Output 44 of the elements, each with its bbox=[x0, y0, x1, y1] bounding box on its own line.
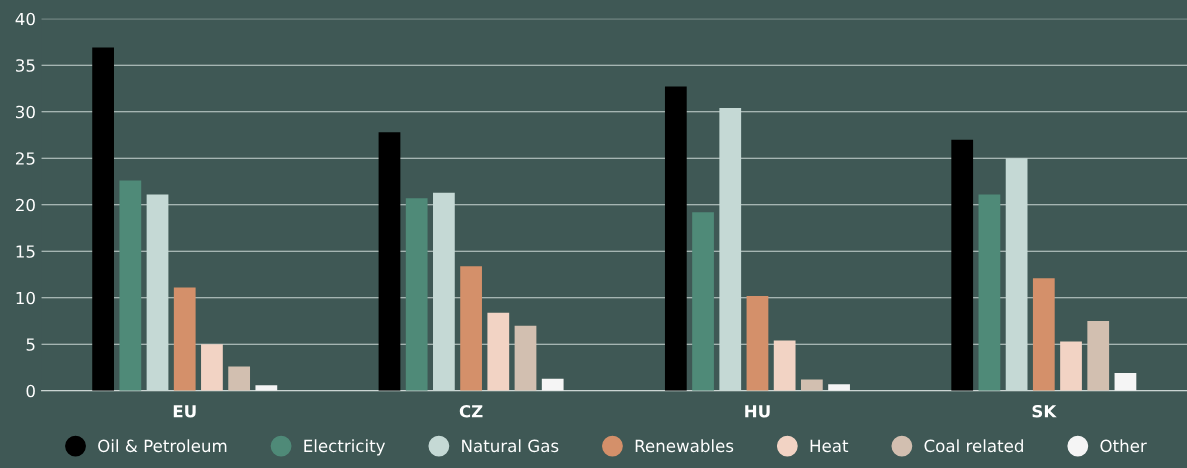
bar bbox=[1087, 321, 1110, 391]
bar bbox=[1060, 341, 1082, 391]
y-tick-label: 35 bbox=[16, 59, 35, 72]
legend-label: Coal related bbox=[924, 439, 1023, 453]
bar bbox=[828, 384, 850, 391]
y-tick-label: 40 bbox=[15, 12, 35, 26]
x-tick-label: EU bbox=[173, 405, 196, 418]
bar bbox=[228, 366, 251, 391]
bar bbox=[773, 340, 796, 391]
bar bbox=[951, 139, 974, 391]
bar bbox=[378, 132, 401, 391]
bar bbox=[487, 312, 510, 391]
y-tick-label: 0 bbox=[26, 384, 35, 398]
legend-label: Electricity bbox=[304, 439, 386, 456]
bar bbox=[1032, 278, 1055, 391]
bar bbox=[692, 212, 714, 391]
bar bbox=[746, 295, 769, 391]
y-tick-label: 10 bbox=[16, 291, 35, 305]
x-tick-label: CZ bbox=[459, 404, 483, 418]
bar bbox=[800, 379, 823, 391]
y-tick-label: 30 bbox=[16, 105, 35, 119]
y-tick-label: 25 bbox=[16, 152, 35, 165]
legend-label: Renewables bbox=[635, 439, 734, 453]
bar bbox=[460, 266, 482, 391]
legend-label: Other bbox=[1100, 439, 1147, 453]
legend-label: Heat bbox=[810, 439, 849, 453]
y-tick-label: 5 bbox=[26, 338, 35, 351]
legend-label: Oil & Petroleum bbox=[98, 439, 227, 453]
bar bbox=[514, 325, 537, 391]
bar bbox=[664, 86, 687, 391]
bar bbox=[1114, 373, 1137, 391]
bar bbox=[92, 47, 114, 391]
bar bbox=[978, 194, 1001, 391]
bar bbox=[173, 287, 196, 391]
bar bbox=[405, 198, 428, 391]
x-tick-label: SK bbox=[1032, 404, 1057, 418]
bar bbox=[541, 378, 564, 391]
legend-label: Natural Gas bbox=[462, 439, 559, 453]
bar bbox=[119, 180, 142, 391]
bar bbox=[201, 344, 223, 391]
bar bbox=[255, 385, 278, 391]
x-tick-label: HU bbox=[745, 405, 770, 418]
y-tick-label: 15 bbox=[16, 245, 35, 258]
y-tick-label: 20 bbox=[16, 198, 35, 212]
